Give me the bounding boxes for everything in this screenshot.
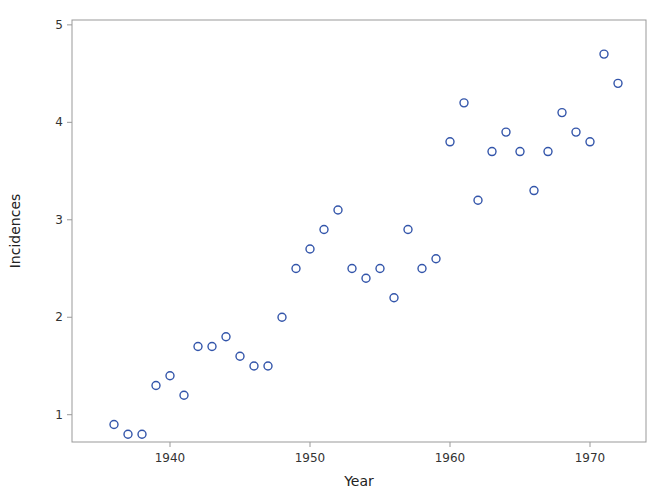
x-tick-label: 1960: [435, 451, 466, 465]
point: [446, 138, 454, 146]
x-tick: [170, 442, 171, 447]
x-tick-label: 1970: [575, 451, 606, 465]
point: [600, 50, 608, 58]
point: [614, 79, 622, 87]
point: [278, 313, 286, 321]
point: [544, 148, 552, 156]
y-tick-label: 4: [55, 115, 63, 129]
point: [432, 255, 440, 263]
y-tick: [67, 317, 72, 318]
y-tick-label: 5: [55, 18, 63, 32]
point: [320, 226, 328, 234]
point: [572, 128, 580, 136]
point: [110, 420, 118, 428]
point: [222, 333, 230, 341]
x-tick: [590, 442, 591, 447]
point: [390, 294, 398, 302]
point: [334, 206, 342, 214]
point: [558, 109, 566, 117]
y-axis-label: Incidences: [7, 194, 23, 269]
point: [418, 265, 426, 273]
x-tick: [450, 442, 451, 447]
point: [124, 430, 132, 438]
points: [110, 50, 622, 438]
point: [236, 352, 244, 360]
point: [460, 99, 468, 107]
x-tick-label: 1940: [155, 451, 186, 465]
x-axis-label: Year: [343, 473, 374, 489]
x-tick: [310, 442, 311, 447]
point: [488, 148, 496, 156]
point: [586, 138, 594, 146]
point: [166, 372, 174, 380]
point: [208, 342, 216, 350]
point: [152, 381, 160, 389]
plot-frame: [72, 20, 646, 442]
point: [138, 430, 146, 438]
point: [404, 226, 412, 234]
point: [250, 362, 258, 370]
y-tick: [67, 24, 72, 25]
y-tick-label: 3: [55, 213, 63, 227]
point: [530, 187, 538, 195]
y-tick-label: 2: [55, 310, 63, 324]
point: [502, 128, 510, 136]
x-tick-label: 1950: [295, 451, 326, 465]
point: [516, 148, 524, 156]
chart-container: 1940 1950 1960 1970 1 2 3 4 5 Year Incidences: [0, 0, 666, 500]
point: [376, 265, 384, 273]
y-tick-label: 1: [55, 408, 63, 422]
chart: 1940 1950 1960 1970 1 2 3 4 5 Year Incidences: [0, 0, 666, 500]
point: [474, 196, 482, 204]
y-tick: [67, 414, 72, 415]
point: [348, 265, 356, 273]
point: [194, 342, 202, 350]
y-tick: [67, 219, 72, 220]
point: [306, 245, 314, 253]
point: [362, 274, 370, 282]
point: [292, 265, 300, 273]
point: [180, 391, 188, 399]
point: [264, 362, 272, 370]
y-tick: [67, 122, 72, 123]
